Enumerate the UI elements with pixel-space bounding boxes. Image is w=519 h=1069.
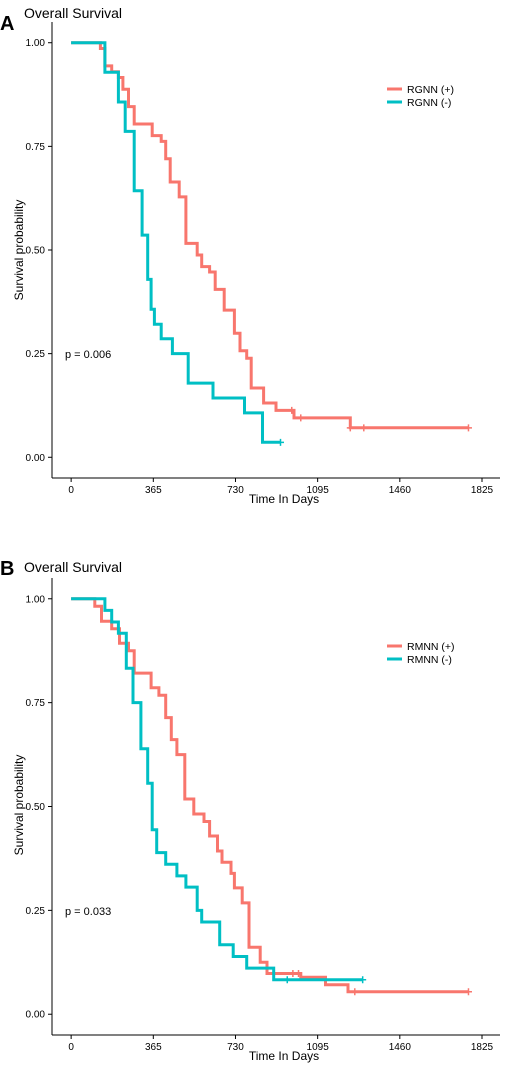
censor-mark (351, 988, 359, 996)
survival-curve-positive (71, 41, 469, 430)
km-panel-b: B Overall Survival 0 365 730 1095 1460 1825 0.… (0, 545, 519, 1064)
y-tick-label: 0.75 (26, 142, 46, 153)
censor-mark (297, 414, 305, 422)
x-tick-label: 365 (145, 1042, 162, 1053)
x-tick-label: 1825 (471, 1042, 494, 1053)
y-tick-label: 0.75 (26, 698, 46, 709)
km-chart-a: A Overall Survival 0 365 730 1095 1460 1825 0.… (0, 5, 500, 506)
chart-title: Overall Survival (24, 559, 122, 575)
censor-mark (346, 424, 354, 432)
y-tick-label: 0.50 (26, 802, 46, 813)
x-tick-label: 0 (68, 485, 74, 496)
x-tick-label: 1095 (307, 485, 330, 496)
km-chart-b: B Overall Survival 0 365 730 1095 1460 1825 0.… (0, 558, 500, 1063)
y-axis-label: Survival probability (12, 755, 26, 856)
panel-letter: A (0, 13, 14, 35)
x-tick-label: 0 (68, 1042, 74, 1053)
censor-mark (288, 406, 296, 414)
legend-label-rgnn-pos: RGNN (+) (407, 84, 454, 96)
y-tick-label: 0.50 (26, 246, 46, 257)
ticks: 0 365 730 1095 1460 1825 0.00 0.25 0.50 0.75 1.00 (26, 594, 494, 1053)
x-tick-label: 730 (227, 1042, 244, 1053)
censor-mark (295, 970, 303, 978)
p-value-label: p = 0.006 (65, 349, 111, 361)
y-tick-label: 0.25 (26, 349, 46, 360)
censor-mark (464, 988, 472, 996)
x-axis-label: Time In Days (249, 492, 319, 506)
legend-label-rmnn-neg: RMNN (-) (407, 654, 452, 666)
legend-label-rmnn-pos: RMNN (+) (407, 641, 455, 653)
series-layer (71, 41, 472, 446)
legend-label-rgnn-neg: RGNN (-) (407, 97, 451, 109)
x-tick-label: 1095 (307, 1042, 330, 1053)
censor-mark (277, 438, 285, 446)
y-tick-label: 1.00 (26, 594, 46, 605)
x-tick-label: 1460 (389, 485, 412, 496)
survival-curve-negative (71, 41, 281, 444)
y-tick-label: 1.00 (26, 38, 46, 49)
y-tick-label: 0.00 (26, 453, 46, 464)
panel-letter: B (0, 558, 14, 580)
censor-mark (464, 424, 472, 432)
y-axis-label: Survival probability (12, 200, 26, 301)
censor-mark (359, 976, 367, 984)
x-tick-label: 1460 (389, 1042, 412, 1053)
legend: RMNN (+) RMNN (-) (387, 641, 455, 666)
censor-mark (283, 976, 291, 984)
y-tick-label: 0.25 (26, 906, 46, 917)
survival-curve-negative (71, 597, 363, 982)
chart-title: Overall Survival (24, 5, 122, 21)
y-tick-label: 0.00 (26, 1010, 46, 1021)
legend: RGNN (+) RGNN (-) (387, 84, 454, 109)
x-tick-label: 730 (227, 485, 244, 496)
x-tick-label: 365 (145, 485, 162, 496)
censor-mark (360, 424, 368, 432)
p-value-label: p = 0.033 (65, 906, 111, 918)
x-axis-label: Time In Days (249, 1049, 319, 1063)
ticks: 0 365 730 1095 1460 1825 0.00 0.25 0.50 0.75 1.00 (26, 38, 494, 496)
x-tick-label: 1825 (471, 485, 494, 496)
series-layer (71, 597, 472, 996)
km-panel-a: A Overall Survival 0 365 730 1095 1460 1825 0.… (0, 0, 519, 510)
